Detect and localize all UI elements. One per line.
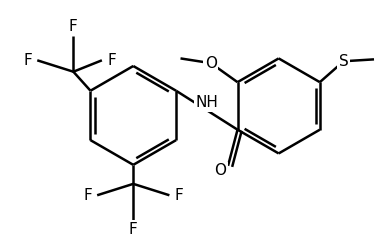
Text: F: F: [69, 19, 78, 34]
Text: F: F: [129, 222, 138, 237]
Text: S: S: [339, 54, 348, 69]
Text: O: O: [214, 163, 227, 178]
Text: F: F: [24, 53, 32, 68]
Text: F: F: [107, 53, 116, 68]
Text: F: F: [174, 188, 183, 203]
Text: NH: NH: [195, 95, 218, 110]
Text: F: F: [83, 188, 92, 203]
Text: O: O: [205, 56, 217, 71]
